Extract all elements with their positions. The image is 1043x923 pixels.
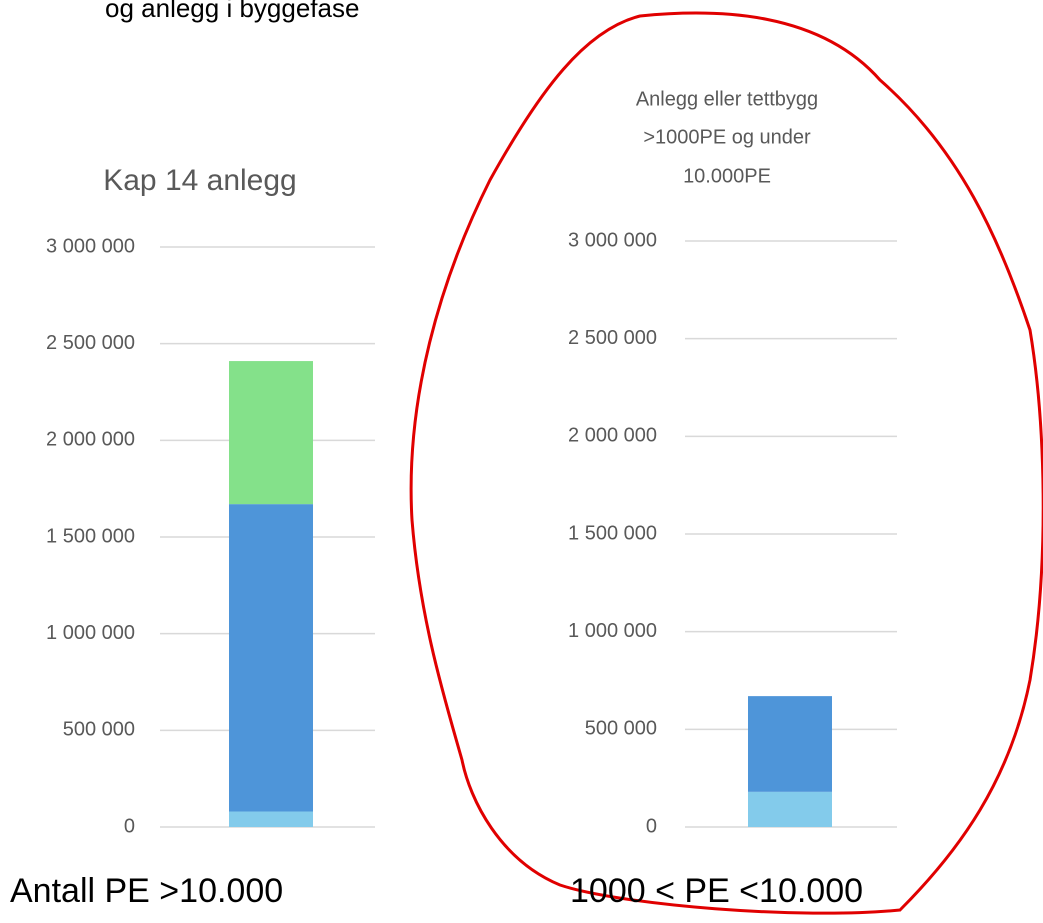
- y-tick-label: 1 500 000: [568, 522, 657, 544]
- y-tick-label: 1 000 000: [568, 620, 657, 642]
- y-tick-label: 500 000: [63, 719, 135, 741]
- bar-segment: [748, 791, 832, 827]
- y-tick-label: 3 000 000: [46, 235, 135, 257]
- hand-drawn-ellipse: [409, 11, 1043, 915]
- y-tick-label: 2 500 000: [46, 332, 135, 354]
- header-text: og anlegg i byggefase: [105, 0, 359, 23]
- bar-segment: [229, 811, 313, 827]
- bar-segment: [748, 696, 832, 792]
- chart-title: 10.000PE: [683, 165, 771, 187]
- chart-title: Anlegg eller tettbygg: [636, 88, 818, 110]
- bar-segment: [229, 361, 313, 505]
- chart-caption: 1000 < PE <10.000: [570, 872, 863, 910]
- chart-caption: Antall PE >10.000: [10, 872, 283, 910]
- y-tick-label: 1 500 000: [46, 525, 135, 547]
- y-tick-label: 2 500 000: [568, 327, 657, 349]
- y-tick-label: 3 000 000: [568, 229, 657, 251]
- y-tick-label: 0: [646, 815, 657, 837]
- bar-segment: [229, 504, 313, 812]
- y-tick-label: 500 000: [585, 718, 657, 740]
- y-tick-label: 0: [124, 815, 135, 837]
- chart-title: Kap 14 anlegg: [103, 164, 297, 197]
- y-tick-label: 1 000 000: [46, 622, 135, 644]
- chart-title: >1000PE og under: [643, 126, 811, 148]
- y-tick-label: 2 000 000: [46, 429, 135, 451]
- y-tick-label: 2 000 000: [568, 425, 657, 447]
